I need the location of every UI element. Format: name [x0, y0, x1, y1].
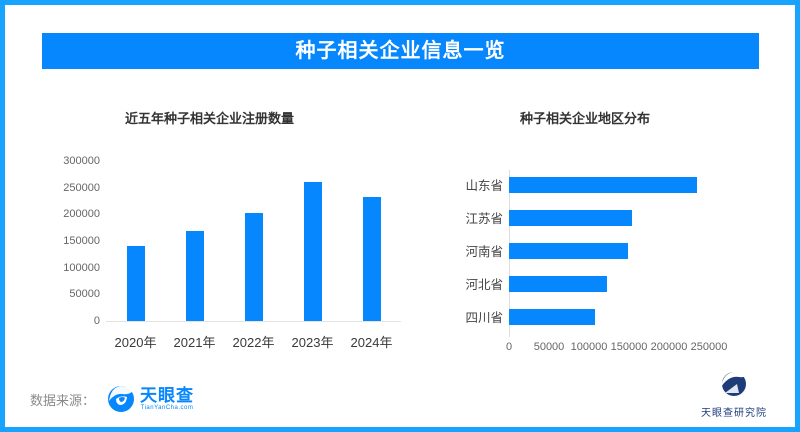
- right-chart-plot-area: 山东省江苏省河南省河北省四川省 0 50000 100000 150000 200000…: [455, 168, 755, 353]
- bar-track: [509, 176, 755, 193]
- bar-2021年: [185, 231, 204, 321]
- category-label: 山东省: [465, 179, 503, 193]
- x-tick-label: 50000: [533, 341, 565, 353]
- right-chart-rows: 山东省江苏省河南省河北省四川省: [455, 168, 755, 333]
- y-tick-label: 150000: [63, 234, 100, 247]
- research-institute-icon: [717, 371, 751, 402]
- bar-山东省: [509, 176, 697, 193]
- row-山东省: 山东省: [455, 168, 755, 201]
- left-chart-plot-area: [106, 162, 401, 322]
- y-tick-label: 250000: [63, 181, 100, 194]
- bar-2020年: [126, 246, 145, 321]
- header-banner: 种子相关企业信息一览: [42, 33, 759, 69]
- category-label: 河南省: [465, 245, 503, 259]
- tianyancha-url: TianYanCha.com: [140, 404, 194, 411]
- bar-track: [509, 308, 755, 325]
- x-tick-label: 100000: [570, 341, 608, 353]
- x-tick-label: 150000: [610, 341, 648, 353]
- data-source-area: 数据来源： 天眼查 TianYanCha.com: [30, 385, 194, 413]
- tianyancha-eye-icon: [107, 385, 135, 413]
- x-tick-label: 2023年: [291, 335, 334, 350]
- bar-track: [509, 275, 755, 292]
- row-河北省: 河北省: [455, 267, 755, 300]
- row-河南省: 河南省: [455, 234, 755, 267]
- research-institute-name: 天眼查研究院: [701, 408, 767, 419]
- y-tick-label: 300000: [63, 155, 100, 167]
- x-tick-label: 250000: [690, 341, 728, 353]
- bar-2024年: [362, 196, 381, 321]
- bar-track: [509, 242, 755, 259]
- y-tick-label: 0: [93, 314, 100, 327]
- bar-河北省: [509, 275, 608, 292]
- tianyancha-wordmark: 天眼查 TianYanCha.com: [140, 387, 194, 412]
- tianyancha-logo: 天眼查 TianYanCha.com: [107, 385, 194, 413]
- bar-四川省: [509, 308, 596, 325]
- left-chart-title: 近五年种子相关企业注册数量: [125, 111, 295, 126]
- x-tick-label: 2021年: [173, 335, 216, 350]
- row-四川省: 四川省: [455, 300, 755, 333]
- y-tick-label: 200000: [63, 208, 100, 221]
- category-label: 江苏省: [465, 212, 503, 226]
- category-label: 四川省: [465, 311, 503, 325]
- bar-2022年: [244, 212, 263, 321]
- bar-河南省: [509, 242, 629, 259]
- x-tick-label: 2020年: [114, 335, 157, 350]
- research-institute-logo: 天眼查研究院: [701, 371, 767, 419]
- category-label: 河北省: [465, 278, 503, 292]
- x-tick-label: 200000: [650, 341, 688, 353]
- row-江苏省: 江苏省: [455, 201, 755, 234]
- right-chart-title: 种子相关企业地区分布: [520, 111, 651, 126]
- right-chart-x-axis-labels: 0 50000 100000 150000 200000 250000: [505, 341, 739, 355]
- y-tick-label: 50000: [69, 288, 100, 301]
- bar-2023年: [303, 182, 322, 321]
- x-tick-label: 2022年: [232, 335, 275, 350]
- page-title: 种子相关企业信息一览: [295, 40, 506, 62]
- left-chart-y-axis-labels: 300000 250000 200000 150000 100000 50000 0: [55, 156, 100, 327]
- x-tick-label: 2024年: [350, 335, 393, 350]
- data-source-label: 数据来源：: [30, 392, 96, 408]
- bar-江苏省: [509, 209, 633, 226]
- y-tick-label: 100000: [63, 261, 100, 274]
- bar-track: [509, 209, 755, 226]
- x-tick-label: 0: [505, 341, 513, 353]
- left-chart-x-axis-labels: 2020年 2021年 2022年 2023年 2024年: [106, 332, 401, 351]
- tianyancha-name: 天眼查: [140, 385, 195, 405]
